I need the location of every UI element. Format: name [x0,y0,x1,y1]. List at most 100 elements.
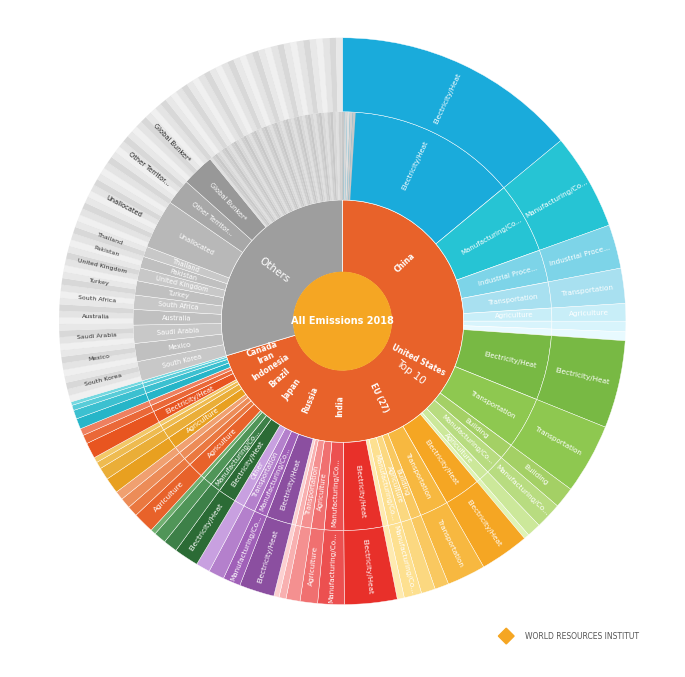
Wedge shape [480,472,539,535]
Wedge shape [238,138,284,216]
Text: Industrial Proce...: Industrial Proce... [549,245,611,267]
Wedge shape [201,410,262,478]
Polygon shape [499,628,514,644]
Text: Top 10: Top 10 [394,358,427,386]
Text: Unallocated: Unallocated [105,195,143,219]
Wedge shape [147,202,242,278]
Text: Saudi Arabia: Saudi Arabia [156,327,199,336]
Wedge shape [403,414,477,503]
Wedge shape [434,393,511,458]
Text: Manufacturing/Co...: Manufacturing/Co... [215,429,262,487]
Wedge shape [87,412,159,458]
Text: Turkey: Turkey [168,290,190,299]
Wedge shape [221,149,274,222]
Wedge shape [137,268,225,298]
Wedge shape [255,431,299,517]
Wedge shape [97,173,164,216]
Text: Australia: Australia [82,313,110,320]
Wedge shape [436,188,540,280]
Wedge shape [187,81,232,146]
Text: Agriculture: Agriculture [386,465,403,504]
Wedge shape [244,428,292,511]
Wedge shape [108,157,172,204]
Wedge shape [127,131,187,185]
Wedge shape [64,362,138,383]
Wedge shape [135,281,223,306]
Wedge shape [501,445,571,506]
Wedge shape [136,464,201,530]
Wedge shape [219,150,273,223]
Wedge shape [248,133,289,213]
Wedge shape [369,437,401,525]
Wedge shape [137,345,226,381]
Wedge shape [275,123,305,206]
Wedge shape [146,112,201,171]
Wedge shape [77,215,149,247]
Wedge shape [140,257,227,290]
Wedge shape [210,157,267,227]
Text: Manufacturing/Co...: Manufacturing/Co... [460,217,523,256]
Wedge shape [345,112,350,200]
Wedge shape [286,526,311,601]
Wedge shape [66,367,139,389]
Wedge shape [240,517,292,596]
Wedge shape [279,525,301,599]
Wedge shape [216,152,271,224]
Wedge shape [214,154,270,225]
Wedge shape [303,40,319,114]
Wedge shape [401,519,435,593]
Text: Manufacturing/Co...: Manufacturing/Co... [494,464,549,517]
Wedge shape [551,303,626,321]
Wedge shape [282,120,310,205]
Wedge shape [104,162,169,208]
Text: Transportation: Transportation [469,390,516,420]
Wedge shape [333,112,338,200]
Wedge shape [68,246,140,270]
Wedge shape [349,112,356,200]
Wedge shape [119,141,181,192]
Text: Agriculture: Agriculture [569,310,609,317]
Wedge shape [366,439,388,527]
Wedge shape [83,406,153,443]
Wedge shape [310,39,323,113]
Wedge shape [69,240,142,265]
Wedge shape [462,282,551,313]
Wedge shape [62,271,136,289]
Wedge shape [234,141,281,218]
Wedge shape [316,39,328,112]
Wedge shape [63,357,137,376]
Text: Manufacturing/Co...: Manufacturing/Co... [259,446,292,512]
Wedge shape [319,113,330,201]
Text: Manufacturing/Co...: Manufacturing/Co... [229,515,262,582]
Wedge shape [226,200,464,442]
Wedge shape [123,136,184,188]
Text: South Africa: South Africa [78,294,116,303]
Wedge shape [136,122,194,177]
Wedge shape [77,393,149,429]
Wedge shape [299,116,319,202]
Wedge shape [182,85,227,149]
Wedge shape [427,400,501,472]
Wedge shape [376,436,411,522]
Wedge shape [59,311,134,318]
Wedge shape [142,355,227,383]
Wedge shape [243,135,286,215]
Wedge shape [551,329,625,341]
Wedge shape [310,114,325,201]
Text: Building: Building [464,417,490,439]
Wedge shape [277,44,299,117]
Wedge shape [144,359,229,393]
Wedge shape [383,525,404,599]
Text: Manufacturing/Co...: Manufacturing/Co... [440,413,495,465]
Wedge shape [59,324,133,330]
Wedge shape [342,38,561,188]
Wedge shape [297,41,313,114]
Wedge shape [179,397,251,459]
Text: Russia: Russia [301,385,319,414]
Text: Transportation: Transportation [534,426,582,456]
Wedge shape [511,399,606,489]
Wedge shape [151,108,204,167]
Wedge shape [115,146,177,196]
Wedge shape [537,336,625,427]
Text: Manufacturing/Co...: Manufacturing/Co... [392,525,416,595]
